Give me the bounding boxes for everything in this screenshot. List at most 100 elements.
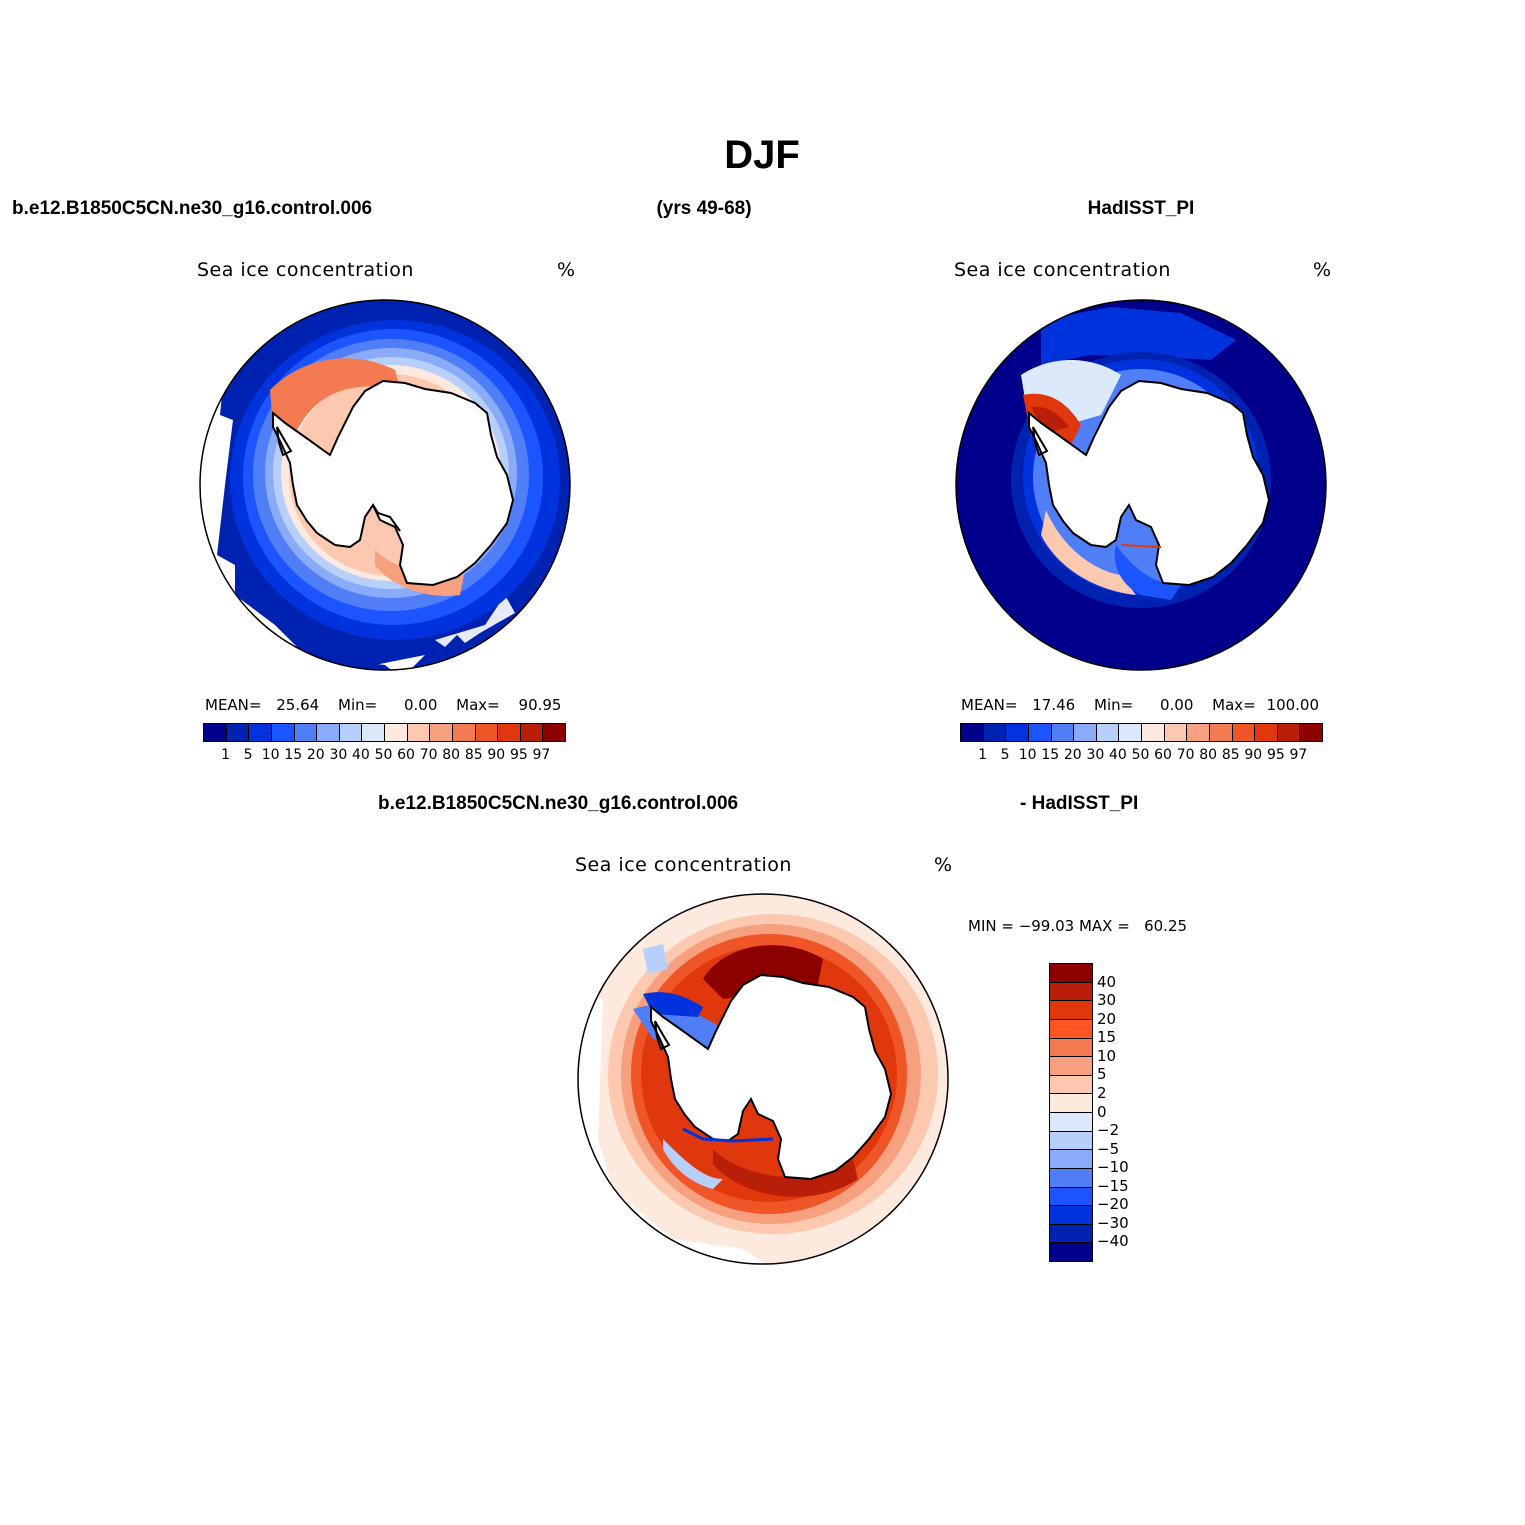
colorbar-tick-label: 70: [1176, 747, 1195, 763]
colorbar-tick-label: 50: [1131, 747, 1150, 763]
colorbar-swatch: [1187, 724, 1210, 741]
colorbar-swatch: [1050, 1206, 1092, 1225]
colorbar-tick-label: 20: [1063, 747, 1082, 763]
colorbar-swatch: [1050, 1094, 1092, 1113]
colorbar-tick-label: 2: [1097, 1083, 1107, 1102]
years-header: (yrs 49-68): [656, 198, 752, 219]
colorbar-swatch: [1050, 1187, 1092, 1207]
obs-min-value: 0.00: [1159, 696, 1194, 714]
colorbar-tick-label: 80: [1199, 747, 1218, 763]
colorbar-tick-label: 60: [397, 747, 415, 763]
model-mean-label: MEAN=: [205, 696, 262, 714]
antarctica-coast-obs: [1028, 379, 1271, 587]
colorbar-tick-label: 95: [509, 747, 528, 763]
colorbar-swatch: [1164, 724, 1188, 741]
colorbar-swatch: [1050, 1150, 1092, 1169]
colorbar-tick-label: −5: [1097, 1139, 1120, 1158]
colorbar-swatch: [1277, 724, 1301, 741]
obs-colorbar: [960, 723, 1323, 742]
case-name-header: b.e12.B1850C5CN.ne30_g16.control.006: [12, 198, 373, 219]
colorbar-swatch: [1006, 724, 1029, 741]
colorbar-swatch: [1050, 1243, 1092, 1261]
colorbar-tick-label: 50: [374, 747, 393, 763]
colorbar-tick-label: 90: [1244, 747, 1263, 763]
obs-stats: MEAN= 17.46 Min= 0.00 Max= 100.00: [961, 696, 1319, 714]
colorbar-tick-label: 90: [487, 747, 506, 763]
colorbar-tick-label: −15: [1097, 1176, 1129, 1195]
colorbar-swatch: [385, 724, 408, 741]
colorbar-swatch: [1050, 1038, 1092, 1058]
colorbar-swatch: [961, 724, 984, 741]
colorbar-swatch: [362, 724, 385, 741]
model-stats: MEAN= 25.64 Min= 0.00 Max= 90.95: [205, 696, 561, 714]
colorbar-tick-label: 30: [1086, 747, 1105, 763]
model-panel-unit: %: [557, 259, 576, 281]
obs-panel-title: Sea ice concentration: [954, 259, 1171, 281]
colorbar-swatch: [498, 724, 521, 741]
model-min-label: Min=: [338, 696, 378, 714]
obs-panel-unit: %: [1313, 259, 1332, 281]
colorbar-tick-label: 97: [532, 747, 551, 763]
colorbar-tick-label: 1: [221, 747, 231, 763]
colorbar-swatch: [1209, 724, 1233, 741]
diff-panel-title: Sea ice concentration: [575, 854, 792, 876]
colorbar-tick-label: 70: [419, 747, 438, 763]
model-polar-map: [199, 299, 571, 671]
colorbar-swatch: [983, 724, 1007, 741]
colorbar-tick-label: 1: [978, 747, 988, 763]
colorbar-swatch: [520, 724, 544, 741]
colorbar-swatch: [1050, 1131, 1092, 1151]
colorbar-tick-label: 85: [1221, 747, 1240, 763]
diff-panel-unit: %: [934, 854, 953, 876]
obs-name-header: HadISST_PI: [1087, 198, 1195, 219]
colorbar-swatch: [1050, 964, 1092, 983]
colorbar-swatch: [249, 724, 272, 741]
colorbar-swatch: [1255, 724, 1278, 741]
colorbar-tick-label: 10: [1018, 747, 1037, 763]
obs-mean-label: MEAN=: [961, 696, 1018, 714]
colorbar-tick-label: −40: [1097, 1232, 1129, 1251]
model-max-label: Max=: [456, 696, 500, 714]
colorbar-tick-label: −2: [1097, 1121, 1120, 1140]
colorbar-tick-label: 10: [261, 747, 280, 763]
colorbar-swatch: [294, 724, 318, 741]
colorbar-swatch: [1050, 1019, 1092, 1039]
colorbar-swatch: [543, 724, 565, 741]
colorbar-tick-label: 30: [329, 747, 348, 763]
obs-min-label: Min=: [1094, 696, 1134, 714]
colorbar-swatch: [226, 724, 250, 741]
colorbar-tick-label: 60: [1154, 747, 1172, 763]
colorbar-swatch: [1050, 982, 1092, 1002]
colorbar-tick-label: 10: [1097, 1046, 1117, 1065]
colorbar-swatch: [1142, 724, 1165, 741]
colorbar-tick-label: 95: [1266, 747, 1285, 763]
model-min-value: 0.00: [403, 696, 438, 714]
colorbar-swatch: [339, 724, 363, 741]
colorbar-tick-label: 40: [1097, 972, 1117, 991]
colorbar-swatch: [1051, 724, 1075, 741]
colorbar-swatch: [407, 724, 431, 741]
difference-polar-map: [577, 893, 949, 1265]
diff-minmax: MIN = −99.03 MAX = 60.25: [968, 917, 1188, 935]
obs-max-label: Max=: [1212, 696, 1256, 714]
difference-colorbar-labels: 40 30 20 15 10 5 2 0 −2 −5 −10 −15 −20 −30 −40: [1097, 963, 1157, 1260]
antarctica-coast: [272, 379, 515, 587]
colorbar-tick-label: 85: [464, 747, 483, 763]
model-panel-title: Sea ice concentration: [197, 259, 414, 281]
colorbar-tick-label: 5: [1097, 1065, 1107, 1084]
obs-polar-map: [955, 299, 1327, 671]
colorbar-tick-label: −20: [1097, 1195, 1129, 1214]
colorbar-swatch: [1050, 1075, 1092, 1095]
colorbar-tick-label: 15: [1041, 747, 1060, 763]
colorbar-tick-label: 97: [1289, 747, 1308, 763]
colorbar-tick-label: 30: [1097, 991, 1117, 1010]
model-colorbar-labels: 1 5 10 15 20 30 40 50 60 70 80 85 90 95 97: [203, 747, 564, 765]
difference-colorbar: [1049, 963, 1093, 1262]
colorbar-tick-label: −10: [1097, 1158, 1129, 1177]
colorbar-tick-label: −30: [1097, 1213, 1129, 1232]
colorbar-swatch: [271, 724, 295, 741]
colorbar-swatch: [317, 724, 340, 741]
obs-colorbar-labels: 1 5 10 15 20 30 40 50 60 70 80 85 90 95 97: [960, 747, 1321, 765]
diff-case-header: b.e12.B1850C5CN.ne30_g16.control.006: [378, 793, 739, 814]
colorbar-tick-label: 5: [1000, 747, 1010, 763]
